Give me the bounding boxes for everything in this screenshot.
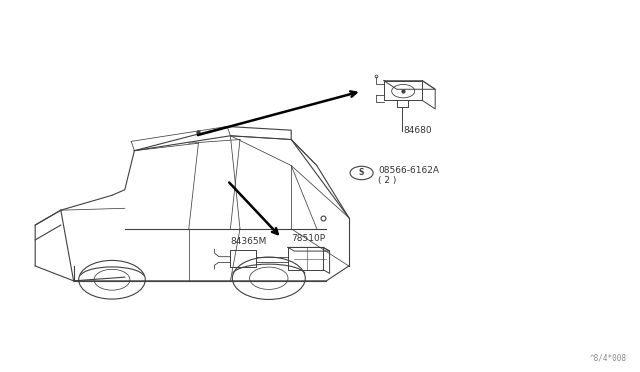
Text: 78510P: 78510P (291, 234, 325, 243)
Text: S: S (359, 169, 364, 177)
Text: 84680: 84680 (403, 126, 432, 135)
Text: 08566-6162A: 08566-6162A (378, 166, 439, 175)
Text: ^8/4*008: ^8/4*008 (590, 354, 627, 363)
Text: ( 2 ): ( 2 ) (378, 176, 397, 185)
Text: 84365M: 84365M (230, 237, 267, 246)
